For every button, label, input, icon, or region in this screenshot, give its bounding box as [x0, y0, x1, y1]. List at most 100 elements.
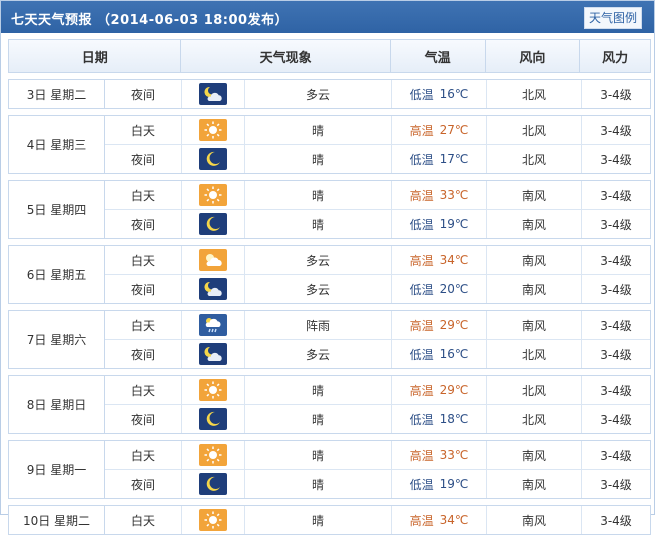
- temperature-cell: 低温 16℃: [392, 340, 487, 368]
- temperature-cell: 高温 33℃: [392, 181, 487, 209]
- table-row: 白天 晴 高温 27℃ 北风 3-4级: [105, 116, 650, 144]
- table-row: 白天 晴 高温 33℃ 南风 3-4级: [105, 181, 650, 209]
- day-rows: 白天 晴 高温 34℃ 南风 3-4级: [105, 506, 650, 534]
- table-row: 夜间 晴 低温 18℃ 北风 3-4级: [105, 404, 650, 433]
- temp-label: 高温: [409, 383, 434, 398]
- wind-direction-cell: 北风: [487, 116, 582, 144]
- column-header-wind-direction: 风向: [486, 40, 581, 72]
- table-row: 白天 阵雨 高温 29℃ 南风 3-4级: [105, 311, 650, 339]
- temp-value: 34℃: [439, 253, 469, 267]
- moon-icon: [199, 213, 227, 235]
- temp-value: 18℃: [439, 412, 469, 426]
- temp-label: 低温: [409, 347, 434, 362]
- day-date: 4日 星期三: [9, 116, 105, 173]
- temp-value: 29℃: [439, 383, 469, 397]
- temp-value: 33℃: [439, 188, 469, 202]
- table-row: 夜间 多云 低温 16℃ 北风 3-4级: [105, 80, 650, 108]
- temperature-cell: 高温 29℃: [392, 376, 487, 404]
- table-row: 夜间 多云 低温 20℃ 南风 3-4级: [105, 274, 650, 303]
- day-rows: 白天 晴 高温 29℃ 北风 3-4级 夜间 晴 低温 18℃ 北风 3-4级: [105, 376, 650, 433]
- day-rows: 白天 多云 高温 34℃ 南风 3-4级 夜间 多云 低温 20℃ 南风 3-4级: [105, 246, 650, 303]
- weather-icon-cell: [182, 145, 245, 173]
- partly-cloudy-night-icon: [199, 343, 227, 365]
- temp-value: 27℃: [439, 123, 469, 137]
- weather-cell: 晴: [245, 145, 392, 173]
- column-header-temperature: 气温: [391, 40, 486, 72]
- weather-icon-cell: [182, 441, 245, 469]
- wind-direction-cell: 南风: [487, 470, 582, 498]
- day-block: 5日 星期四 白天 晴 高温 33℃ 南风 3-4级 夜间 晴 低温 19℃ 南风 …: [8, 180, 651, 239]
- partly-cloudy-night-icon: [199, 83, 227, 105]
- wind-force-cell: 3-4级: [600, 383, 632, 398]
- temp-label: 低温: [409, 217, 434, 232]
- temp-label: 高温: [409, 513, 434, 528]
- weather-cell: 晴: [245, 506, 392, 534]
- wind-force-cell: 3-4级: [600, 87, 632, 102]
- weather-cell: 晴: [245, 181, 392, 209]
- wind-direction-cell: 北风: [487, 145, 582, 173]
- wind-direction-cell: 北风: [487, 376, 582, 404]
- temp-label: 低温: [409, 282, 434, 297]
- temperature-cell: 低温 19℃: [392, 210, 487, 238]
- weather-cell: 多云: [245, 246, 392, 274]
- wind-force-cell: 3-4级: [600, 448, 632, 463]
- temp-value: 20℃: [439, 282, 469, 296]
- partly-cloudy-day-icon: [199, 249, 227, 271]
- temp-label: 低温: [409, 412, 434, 427]
- period-cell: 白天: [105, 376, 182, 404]
- temp-label: 高温: [409, 188, 434, 203]
- temp-label: 高温: [409, 318, 434, 333]
- wind-force-cell: 3-4级: [600, 253, 632, 268]
- day-block: 7日 星期六 白天 阵雨 高温 29℃ 南风 3-4级 夜间 多云 低温 16℃ 北…: [8, 310, 651, 369]
- day-date: 10日 星期二: [9, 506, 105, 534]
- wind-direction-cell: 南风: [487, 441, 582, 469]
- day-block: 10日 星期二 白天 晴 高温 34℃ 南风 3-4级: [8, 505, 651, 535]
- table-row: 夜间 多云 低温 16℃ 北风 3-4级: [105, 339, 650, 368]
- weather-icon-cell: [182, 246, 245, 274]
- day-date: 9日 星期一: [9, 441, 105, 498]
- day-block: 8日 星期日 白天 晴 高温 29℃ 北风 3-4级 夜间 晴 低温 18℃ 北风 …: [8, 375, 651, 434]
- sun-icon: [199, 119, 227, 141]
- temp-value: 29℃: [439, 318, 469, 332]
- weather-cell: 多云: [245, 80, 392, 108]
- wind-force-cell: 3-4级: [600, 513, 632, 528]
- temperature-cell: 高温 33℃: [392, 441, 487, 469]
- table-row: 白天 晴 高温 29℃ 北风 3-4级: [105, 376, 650, 404]
- wind-direction-cell: 南风: [487, 210, 582, 238]
- day-rows: 白天 晴 高温 27℃ 北风 3-4级 夜间 晴 低温 17℃ 北风 3-4级: [105, 116, 650, 173]
- weather-cell: 晴: [245, 405, 392, 433]
- temp-label: 高温: [409, 448, 434, 463]
- temperature-cell: 高温 27℃: [392, 116, 487, 144]
- weather-icon-cell: [182, 275, 245, 303]
- weather-cell: 阵雨: [245, 311, 392, 339]
- weather-icon-cell: [182, 210, 245, 238]
- weather-icon-cell: [182, 470, 245, 498]
- weather-cell: 多云: [245, 275, 392, 303]
- period-cell: 夜间: [105, 275, 182, 303]
- table-row: 夜间 晴 低温 19℃ 南风 3-4级: [105, 469, 650, 498]
- period-cell: 白天: [105, 506, 182, 534]
- weather-cell: 晴: [245, 210, 392, 238]
- temperature-cell: 低温 20℃: [392, 275, 487, 303]
- period-cell: 白天: [105, 311, 182, 339]
- temp-label: 低温: [409, 87, 434, 102]
- temp-value: 17℃: [439, 152, 469, 166]
- temp-value: 16℃: [439, 87, 469, 101]
- period-cell: 夜间: [105, 340, 182, 368]
- weather-icon-cell: [182, 405, 245, 433]
- column-header-date: 日期: [9, 40, 182, 72]
- wind-force-cell: 3-4级: [600, 188, 632, 203]
- day-date: 8日 星期日: [9, 376, 105, 433]
- temperature-cell: 高温 29℃: [392, 311, 487, 339]
- wind-direction-cell: 南风: [487, 311, 582, 339]
- weather-cell: 晴: [245, 470, 392, 498]
- wind-force-cell: 3-4级: [600, 347, 632, 362]
- weather-legend-button[interactable]: 天气图例: [584, 7, 642, 29]
- day-date: 7日 星期六: [9, 311, 105, 368]
- wind-force-cell: 3-4级: [600, 477, 632, 492]
- weather-cell: 晴: [245, 376, 392, 404]
- sun-icon: [199, 184, 227, 206]
- weather-cell: 晴: [245, 441, 392, 469]
- period-cell: 夜间: [105, 210, 182, 238]
